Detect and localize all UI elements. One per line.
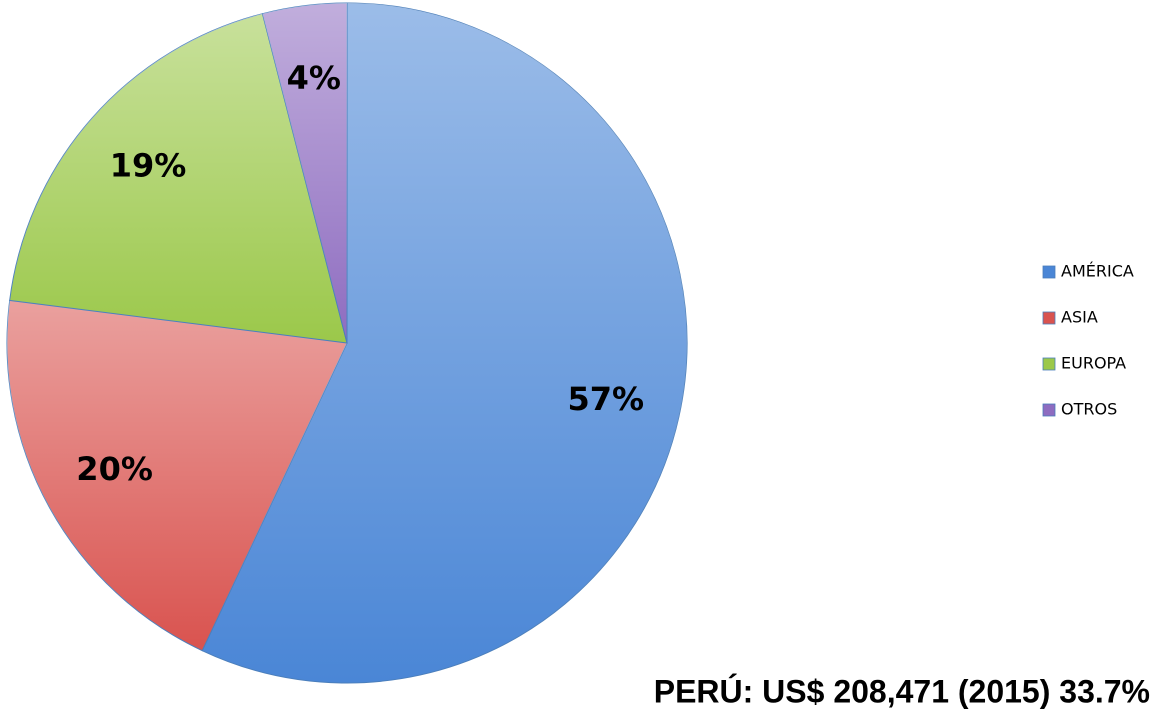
slice-shine: [202, 3, 687, 683]
legend-label: EUROPA: [1061, 354, 1126, 373]
legend-swatch: [1042, 265, 1056, 279]
slice-shine: [9, 13, 348, 343]
legend-label: AMÉRICA: [1061, 262, 1134, 281]
legend-label: ASIA: [1061, 308, 1098, 327]
annotation: PERÚ: US$ 208,471 (2015) 33.7%: [654, 673, 1150, 709]
legend-swatch: [1042, 357, 1056, 371]
legend-swatch: [1042, 311, 1056, 325]
legend-label: OTROS: [1061, 400, 1117, 419]
legend-swatch: [1042, 403, 1056, 417]
slice-shine: [262, 2, 347, 343]
slice-shine: [6, 300, 347, 651]
pie: [6, 2, 688, 684]
data-label: 19%: [110, 147, 187, 185]
data-label: 57%: [568, 380, 645, 418]
data-label: 4%: [287, 59, 341, 97]
data-label: 20%: [76, 450, 153, 488]
